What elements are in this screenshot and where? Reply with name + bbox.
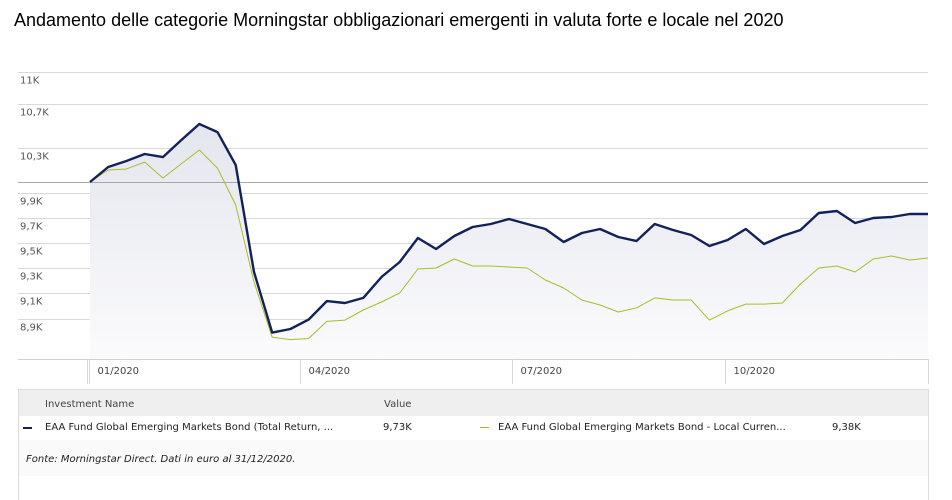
legend-row: EAA Fund Global Emerging Markets Bond (T… xyxy=(19,416,928,440)
x-tick-label: 10/2020 xyxy=(734,366,776,377)
legend-empty-row xyxy=(19,476,928,500)
y-tick-label: 9,9K xyxy=(20,197,43,208)
y-tick-label: 9,3K xyxy=(20,272,43,283)
x-tick-label: 01/2020 xyxy=(98,366,140,377)
y-tick-label: 9,7K xyxy=(20,222,43,233)
y-tick-label: 10,3K xyxy=(20,152,49,163)
legend-series-value: 9,38K xyxy=(832,422,861,433)
legend-series-name: EAA Fund Global Emerging Markets Bond - … xyxy=(498,422,786,433)
legend-table: Investment Name Value EAA Fund Global Em… xyxy=(18,389,929,500)
legend-series-name: EAA Fund Global Emerging Markets Bond (T… xyxy=(45,422,334,433)
area-fill-series-1 xyxy=(90,124,928,359)
legend-swatch-series-1 xyxy=(23,427,32,429)
footnote-row: Fonte: Morningstar Direct. Dati in euro … xyxy=(19,440,928,476)
series-line-1 xyxy=(89,122,928,334)
y-tick-label: 10,7K xyxy=(20,108,49,119)
source-footnote: Fonte: Morningstar Direct. Dati in euro … xyxy=(26,454,296,465)
x-tick-label: 04/2020 xyxy=(309,366,351,377)
series-line-2 xyxy=(89,149,929,341)
x-tick-label: 07/2020 xyxy=(521,366,563,377)
y-tick-label: 8,9K xyxy=(20,323,43,334)
legend-series-value: 9,73K xyxy=(383,422,412,433)
chart-title: Andamento delle categorie Morningstar ob… xyxy=(14,10,784,30)
y-tick-label: 9,5K xyxy=(20,247,43,258)
legend-swatch-series-2 xyxy=(480,427,489,428)
line-chart: 11K 10,7K 10,3K 9,9K 9,7K 9,5K 9,3K 9,1K 8,9K 01… xyxy=(18,72,929,384)
column-header-value: Value xyxy=(384,399,412,410)
legend-header: Investment Name Value xyxy=(19,390,928,416)
column-header-name: Investment Name xyxy=(45,399,135,410)
y-tick-label: 11K xyxy=(20,76,40,87)
y-tick-label: 9,1K xyxy=(20,297,43,308)
